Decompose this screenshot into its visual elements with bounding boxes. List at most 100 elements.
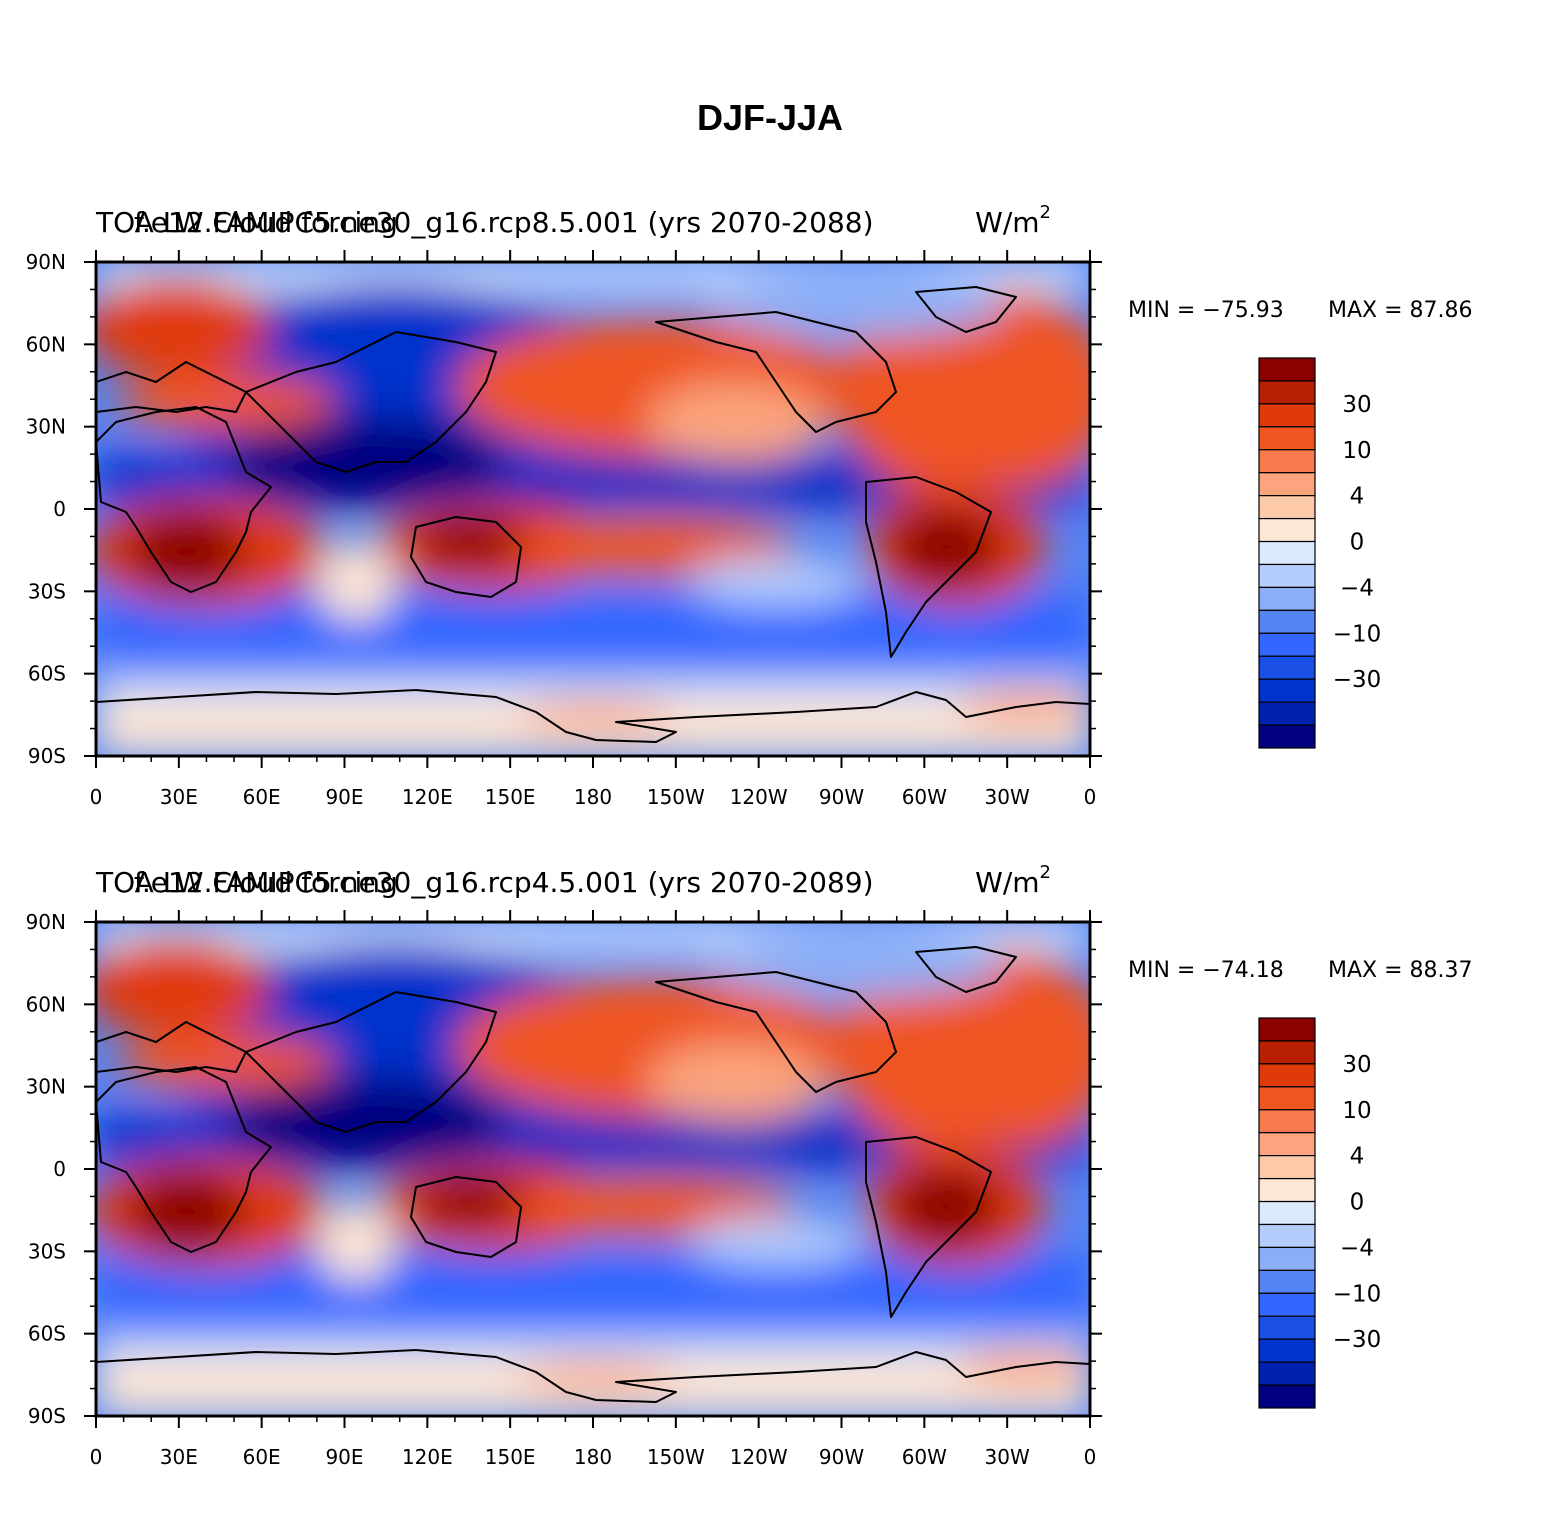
colorbar-box [1258, 1384, 1316, 1409]
panel-left-title: TOA LW Cloud forcing [95, 866, 398, 899]
colorbar-label: 10 [1342, 438, 1371, 464]
lat-label: 30N [26, 415, 66, 439]
colorbar-box [1258, 1177, 1316, 1203]
lon-label: 60W [902, 1445, 947, 1469]
colorbar-box [1258, 495, 1316, 520]
min-label: MIN = −75.93 [1128, 298, 1284, 323]
lon-label: 90W [819, 1445, 864, 1469]
colorbar-box [1258, 517, 1316, 543]
colorbar-box [1258, 632, 1316, 657]
colorbar-label: 4 [1350, 1144, 1365, 1170]
colorbar-box [1258, 609, 1316, 634]
panel-rcp85: TOA LW Cloud forcing f.e12.FAMIPC5.ne30_… [26, 202, 1473, 809]
colorbar-label: 0 [1350, 530, 1365, 556]
lon-label: 90E [325, 1445, 363, 1469]
colorbar-box [1258, 1338, 1316, 1363]
colorbar-box [1258, 1132, 1316, 1157]
colorbar-box [1258, 540, 1316, 566]
panel-center-title: f.e12.FAMIPC5.ne30_g16.rcp8.5.001 (yrs 2… [134, 206, 874, 239]
panel-units: W/m2 [975, 862, 1051, 899]
lon-label: 120E [402, 785, 453, 809]
colorbar-label: −30 [1333, 1327, 1382, 1353]
lat-label: 90S [28, 1404, 66, 1428]
lon-label: 90E [325, 785, 363, 809]
colorbar-box [1258, 380, 1316, 405]
colorbar-box [1258, 586, 1316, 611]
lat-label: 30S [28, 579, 66, 603]
colorbar-label: 4 [1350, 484, 1365, 510]
axis-ticks: 90N 60N 30N 0 30S 60S 90S 0 30E 60E 90E 120E 150E 180… [26, 250, 1102, 809]
colorbar-box [1258, 701, 1316, 726]
lon-label: 60W [902, 785, 947, 809]
lon-label: 30W [985, 785, 1030, 809]
lon-label: 180 [574, 1445, 612, 1469]
max-label: MAX = 87.86 [1328, 298, 1473, 323]
lon-label: 120E [402, 1445, 453, 1469]
colorbar-box [1258, 1063, 1316, 1088]
colorbar-box [1258, 357, 1316, 382]
colorbar-box [1258, 678, 1316, 703]
colorbar: 30 10 4 0 −4 −10 −30 [1258, 1017, 1382, 1409]
max-label: MAX = 88.37 [1328, 958, 1473, 983]
colorbar-box [1258, 1200, 1316, 1226]
colorbar-box [1258, 1246, 1316, 1271]
colorbar-box [1258, 1155, 1316, 1180]
colorbar-label: −30 [1333, 667, 1382, 693]
colorbar-box [1258, 426, 1316, 451]
lat-label: 60N [26, 332, 66, 356]
lat-label: 90S [28, 744, 66, 768]
lon-label: 0 [1084, 1445, 1097, 1469]
colorbar-box [1258, 403, 1316, 428]
lon-label: 150W [647, 785, 705, 809]
colorbar-label: 30 [1342, 392, 1371, 418]
colorbar-box [1258, 1292, 1316, 1317]
lon-label: 30W [985, 1445, 1030, 1469]
lat-label: 30N [26, 1075, 66, 1099]
colorbar-label: −4 [1340, 1235, 1374, 1261]
colorbar-box [1258, 655, 1316, 680]
panel-rcp45: TOA LW Cloud forcing f.e12.FAMIPC5.ne30_… [26, 862, 1473, 1469]
panel-center-title: f.e12.FAMIPC5.ne30_g16.rcp4.5.001 (yrs 2… [134, 866, 874, 899]
colorbar-box [1258, 1109, 1316, 1134]
colorbar-box [1258, 724, 1316, 749]
lon-label: 120W [730, 785, 788, 809]
colorbar-label: −10 [1333, 621, 1382, 647]
lon-label: 60E [243, 1445, 281, 1469]
lon-label: 150E [485, 785, 536, 809]
lon-label: 30E [160, 1445, 198, 1469]
colorbar-box [1258, 1223, 1316, 1249]
map-field [81, 922, 1116, 1416]
colorbar-box [1258, 1017, 1316, 1042]
colorbar-box [1258, 1040, 1316, 1065]
colorbar-box [1258, 472, 1316, 497]
lon-label: 0 [1084, 785, 1097, 809]
lon-label: 0 [90, 1445, 103, 1469]
figure-title: DJF-JJA [697, 97, 843, 138]
lat-label: 60S [28, 1322, 66, 1346]
lon-label: 0 [90, 785, 103, 809]
colorbar-box [1258, 1361, 1316, 1386]
colorbar-label: 0 [1350, 1190, 1365, 1216]
lon-label: 60E [243, 785, 281, 809]
panel-left-title: TOA LW Cloud forcing [95, 206, 398, 239]
lat-label: 60S [28, 662, 66, 686]
map-field [81, 262, 1116, 756]
colorbar-box [1258, 449, 1316, 474]
colorbar-box [1258, 1269, 1316, 1294]
colorbar: 30 10 4 0 −4 −10 −30 [1258, 357, 1382, 749]
lat-label: 60N [26, 992, 66, 1016]
panel-units: W/m2 [975, 202, 1051, 239]
colorbar-label: −10 [1333, 1281, 1382, 1307]
lon-label: 150E [485, 1445, 536, 1469]
lon-label: 30E [160, 785, 198, 809]
lat-label: 0 [53, 1157, 66, 1181]
lon-label: 90W [819, 785, 864, 809]
lat-label: 0 [53, 497, 66, 521]
colorbar-label: −4 [1340, 575, 1374, 601]
colorbar-box [1258, 563, 1316, 589]
lon-label: 180 [574, 785, 612, 809]
lon-label: 120W [730, 1445, 788, 1469]
lon-label: 150W [647, 1445, 705, 1469]
colorbar-label: 30 [1342, 1052, 1371, 1078]
